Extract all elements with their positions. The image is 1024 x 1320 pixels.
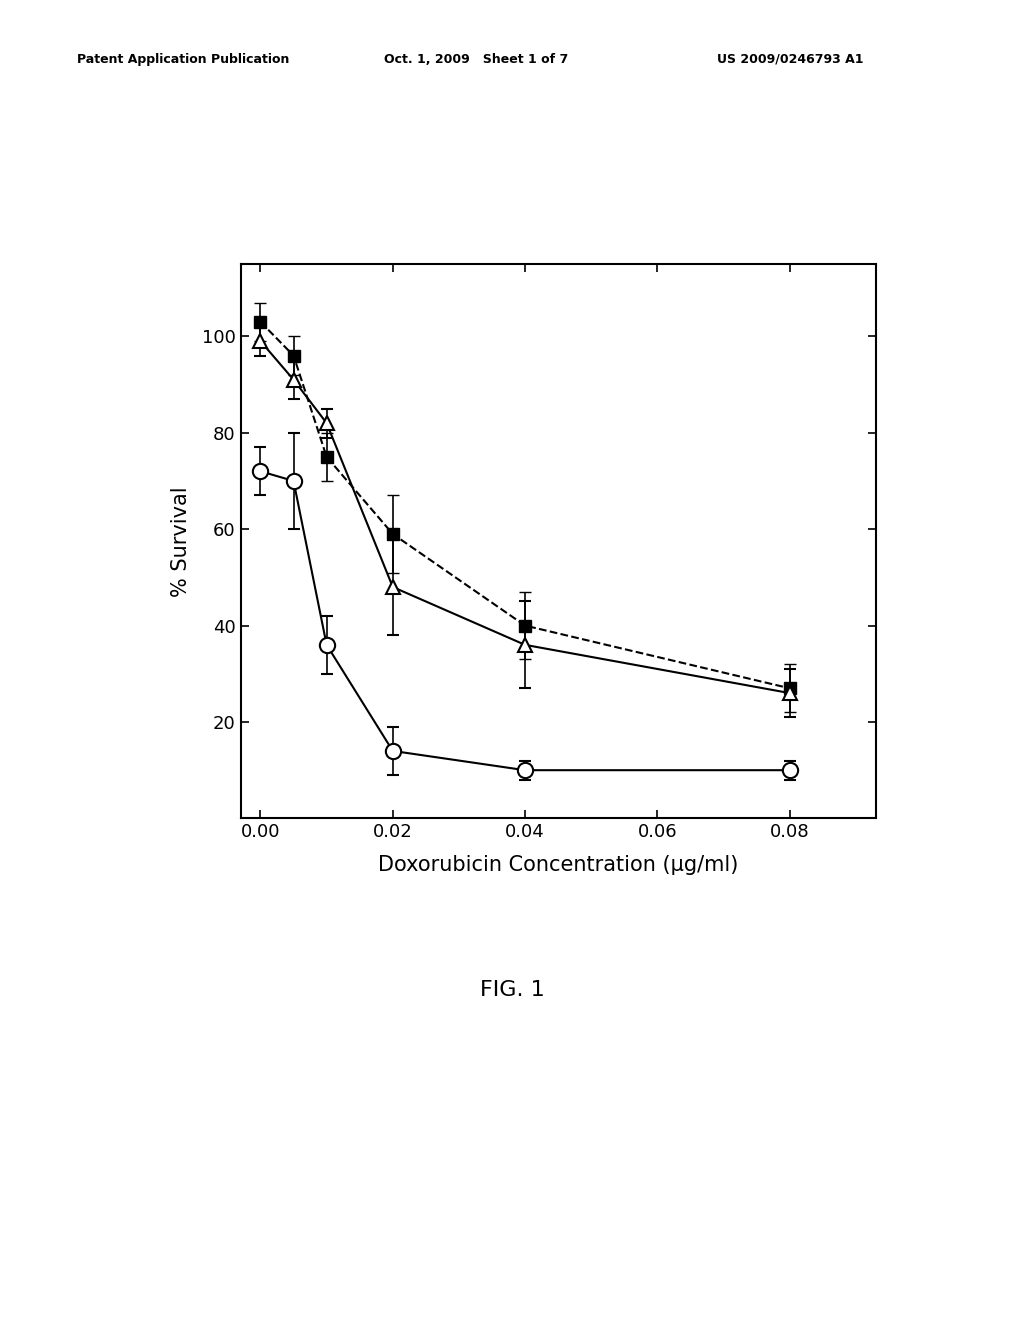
Y-axis label: % Survival: % Survival: [171, 486, 190, 597]
Text: FIG. 1: FIG. 1: [479, 979, 545, 1001]
Text: US 2009/0246793 A1: US 2009/0246793 A1: [717, 53, 863, 66]
Text: Oct. 1, 2009   Sheet 1 of 7: Oct. 1, 2009 Sheet 1 of 7: [384, 53, 568, 66]
X-axis label: Doxorubicin Concentration (μg/ml): Doxorubicin Concentration (μg/ml): [378, 855, 738, 875]
Text: Patent Application Publication: Patent Application Publication: [77, 53, 289, 66]
